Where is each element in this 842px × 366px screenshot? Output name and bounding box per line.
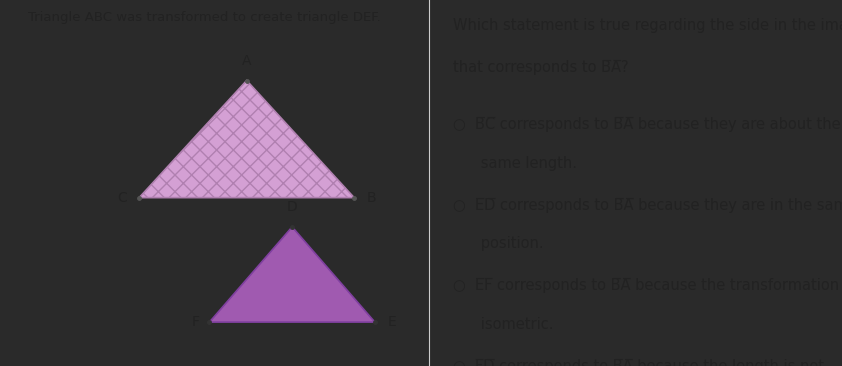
Text: same length.: same length.	[453, 156, 578, 171]
Text: that corresponds to B̅A̅?: that corresponds to B̅A̅?	[453, 60, 629, 75]
Text: ○  B̅C̅ corresponds to B̅A̅ because they are about the: ○ B̅C̅ corresponds to B̅A̅ because they …	[453, 117, 841, 132]
Text: ○  E̅D̅ corresponds to B̅A̅ because they are in the same: ○ E̅D̅ corresponds to B̅A̅ because they …	[453, 198, 842, 213]
Text: position.: position.	[453, 236, 544, 251]
Text: E: E	[387, 315, 396, 329]
Text: B: B	[366, 191, 376, 205]
Text: C: C	[117, 191, 127, 205]
Polygon shape	[210, 227, 375, 322]
Text: F: F	[191, 315, 200, 329]
Polygon shape	[139, 81, 354, 198]
Text: isometric.: isometric.	[453, 317, 554, 332]
Text: ○  F̅D̅ corresponds to B̅A̅ because the length is not: ○ F̅D̅ corresponds to B̅A̅ because the l…	[453, 359, 824, 366]
Text: Triangle ABC was transformed to create triangle DEF.: Triangle ABC was transformed to create t…	[28, 11, 381, 24]
Text: Which statement is true regarding the side in the image: Which statement is true regarding the si…	[453, 18, 842, 33]
Text: D: D	[287, 200, 297, 214]
Text: ○  E̅F̅ corresponds to B̅A̅ because the transformation is: ○ E̅F̅ corresponds to B̅A̅ because the t…	[453, 278, 842, 293]
Text: A: A	[242, 54, 252, 68]
